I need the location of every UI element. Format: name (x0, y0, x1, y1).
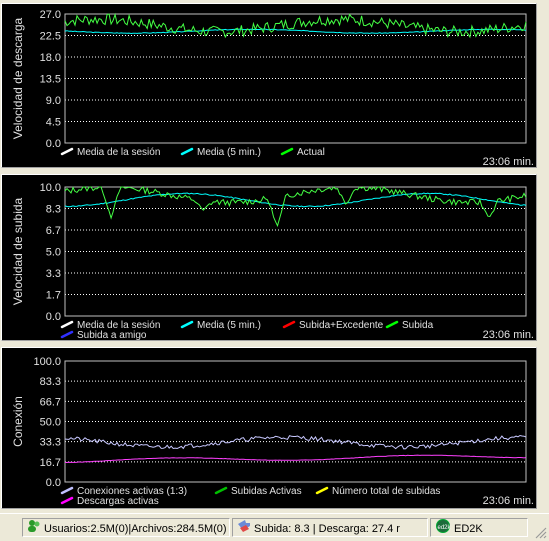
download-tick-label: 0.0 (46, 138, 61, 150)
download-tick-label: 9.0 (46, 95, 61, 107)
upload-chart-svg: 10.0 8.3 6.7 5.0 3.3 1.7 0.0 Velocidad de subid… (2, 175, 536, 340)
users-icon (27, 519, 41, 539)
upload-tick-label: 1.7 (46, 290, 61, 302)
connections-tick-label: 0.0 (46, 477, 61, 489)
download-legend-swatch (280, 147, 294, 156)
download-series-line (64, 28, 527, 35)
connections-legend-swatch (214, 486, 228, 495)
status-network-segment[interactable]: ed2k ED2K (430, 518, 528, 537)
upload-tick-label: 8.3 (46, 204, 61, 216)
upload-series-line (64, 186, 527, 228)
download-tick-label: 27.0 (40, 9, 61, 21)
download-legend-label: Actual (297, 147, 325, 158)
download-graph: 27.0 22.5 18.0 13.5 9.0 4.5 0.0 Velocidad de de… (2, 4, 538, 167)
upload-tick-label: 6.7 (46, 225, 61, 237)
upload-tick-label: 0.0 (46, 311, 61, 323)
connection-graph: 100.0 83.3 66.7 50.0 33.3 16.7 0.0 Conexión Cone… (2, 348, 538, 508)
download-plot-frame (64, 13, 527, 144)
status-rates-text: Subida: 8.3 | Descarga: 27.4 r (254, 522, 400, 535)
download-graph-panel: 27.0 22.5 18.0 13.5 9.0 4.5 0.0 Velocidad de de… (1, 3, 537, 168)
upload-legend-label: Subida+Excedente (299, 320, 384, 331)
resize-grip[interactable] (535, 527, 547, 539)
upload-tick-label: 10.0 (40, 182, 61, 194)
connections-legend-label: Descargas activas (77, 496, 159, 507)
connections-plot-frame (64, 360, 527, 483)
connections-legend-swatch (60, 486, 74, 495)
download-y-axis-label: Velocidad de descarga (11, 17, 25, 139)
connections-tick-label: 66.7 (40, 396, 61, 408)
ed2k-network-icon: ed2k (435, 519, 452, 539)
download-legend-label: Media de la sesión (77, 147, 160, 158)
upload-legend-swatch (60, 330, 74, 339)
upload-time-label: 23:06 min. (483, 329, 534, 340)
download-legend-swatch (60, 147, 74, 156)
download-tick-label: 4.5 (46, 117, 61, 129)
connections-series-line (64, 454, 527, 464)
upload-series-line (64, 192, 527, 208)
upload-legend-swatch (60, 320, 74, 329)
connections-tick-label: 16.7 (40, 457, 61, 469)
connections-tick-label: 33.3 (40, 437, 61, 449)
download-tick-label: 18.0 (40, 52, 61, 64)
download-tick-label: 22.5 (40, 31, 61, 43)
upload-legend-swatch (180, 320, 194, 329)
connections-tick-label: 100.0 (33, 356, 61, 368)
status-users-segment: Usuarios:2.5M(0)|Archivos:284.5M(0) (22, 518, 230, 537)
connections-time-label: 23:06 min. (483, 495, 534, 507)
download-legend-swatch (180, 147, 194, 156)
download-tick-label: 13.5 (40, 74, 61, 86)
upload-graph: 10.0 8.3 6.7 5.0 3.3 1.7 0.0 Velocidad de subid… (2, 175, 538, 340)
connections-legend-label: Subidas Activas (231, 486, 302, 497)
upload-tick-label: 3.3 (46, 268, 61, 280)
connections-tick-label: 50.0 (40, 417, 61, 429)
upload-y-axis-label: Velocidad de subida (11, 197, 25, 305)
connections-series-line (64, 434, 527, 450)
upload-legend-label: Media (5 min.) (197, 320, 261, 331)
upload-legend-swatch (385, 320, 399, 329)
connections-legend-label: Número total de subidas (332, 486, 440, 497)
download-series-line (64, 12, 527, 39)
transfer-icon (237, 519, 251, 539)
upload-legend-swatch (282, 320, 296, 329)
connections-legend-swatch (60, 496, 74, 505)
upload-tick-label: 5.0 (46, 247, 61, 259)
connections-legend-swatch (315, 486, 329, 495)
connections-y-axis-label: Conexión (11, 396, 25, 447)
connections-legend-label: Conexiones activas (1:3) (77, 486, 187, 497)
download-chart-svg: 27.0 22.5 18.0 13.5 9.0 4.5 0.0 Velocidad de de… (2, 4, 536, 167)
upload-legend-label: Subida a amigo (77, 330, 147, 340)
connections-tick-label: 83.3 (40, 376, 61, 388)
connection-graph-panel: 100.0 83.3 66.7 50.0 33.3 16.7 0.0 Conexión Cone… (1, 347, 537, 509)
status-users-text: Usuarios:2.5M(0)|Archivos:284.5M(0) (44, 522, 227, 535)
download-time-label: 23:06 min. (483, 156, 534, 167)
upload-plot-frame (64, 186, 527, 317)
upload-legend-label: Media de la sesión (77, 320, 160, 331)
upload-graph-panel: 10.0 8.3 6.7 5.0 3.3 1.7 0.0 Velocidad de subid… (1, 174, 537, 341)
status-rates-segment: Subida: 8.3 | Descarga: 27.4 r (232, 518, 428, 537)
status-network-text: ED2K (454, 522, 483, 535)
connections-chart-svg: 100.0 83.3 66.7 50.0 33.3 16.7 0.0 Conexión Cone… (2, 348, 536, 508)
status-bar: Usuarios:2.5M(0)|Archivos:284.5M(0) Subi… (0, 513, 549, 541)
svg-text:ed2k: ed2k (438, 525, 452, 531)
download-legend-label: Media (5 min.) (197, 147, 261, 158)
upload-legend-label: Subida (402, 320, 434, 331)
